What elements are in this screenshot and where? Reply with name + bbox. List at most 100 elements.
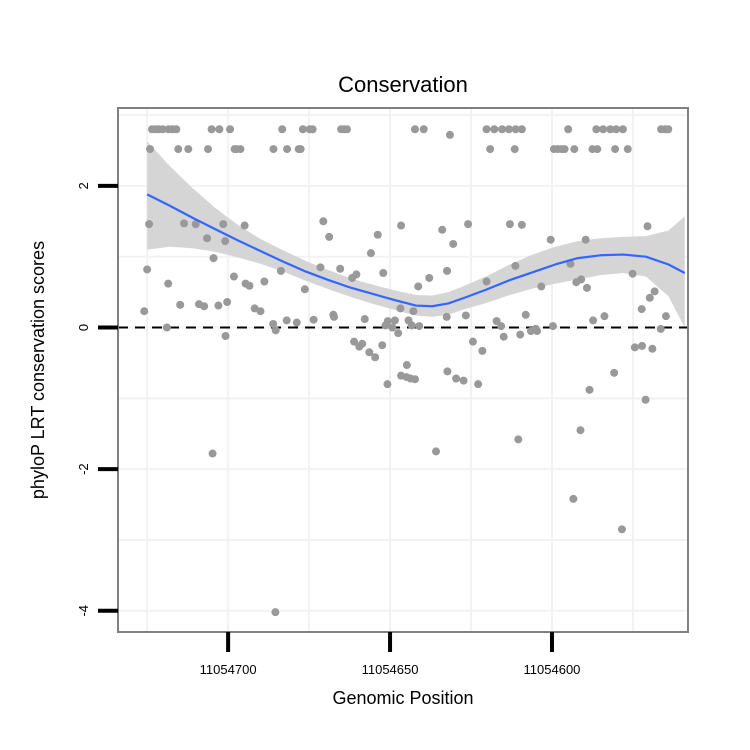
data-point — [184, 145, 193, 154]
data-point — [358, 339, 367, 348]
data-point — [396, 304, 405, 313]
data-point — [371, 353, 380, 362]
data-point — [569, 494, 578, 503]
data-point — [240, 221, 249, 230]
data-point — [282, 316, 291, 325]
data-point — [221, 332, 230, 341]
data-point — [300, 285, 309, 294]
data-point — [378, 341, 387, 350]
y-tick-label: -4 — [76, 605, 91, 617]
data-point — [490, 125, 499, 134]
data-point — [271, 608, 280, 617]
data-point — [360, 315, 369, 324]
data-point — [271, 326, 280, 335]
data-point — [329, 310, 338, 319]
data-point — [628, 269, 637, 278]
data-point — [226, 125, 235, 134]
data-point — [236, 145, 245, 154]
data-point — [390, 316, 399, 325]
data-point — [468, 337, 477, 346]
data-point — [438, 225, 447, 234]
confidence-ribbon — [147, 141, 685, 328]
data-point — [269, 319, 278, 328]
data-point — [445, 130, 454, 139]
data-point — [191, 220, 200, 229]
data-point — [612, 125, 621, 134]
data-point — [410, 375, 419, 384]
data-point — [402, 361, 411, 370]
data-point — [292, 318, 301, 327]
data-point — [209, 254, 218, 263]
data-point — [432, 447, 441, 456]
data-point — [474, 380, 483, 389]
data-point — [497, 322, 506, 331]
data-point — [221, 237, 230, 246]
data-point — [442, 312, 451, 321]
smooth-line-layer — [146, 193, 686, 308]
data-point — [610, 368, 619, 377]
data-point — [407, 321, 416, 330]
data-point — [164, 279, 173, 288]
data-point — [373, 230, 382, 239]
data-point — [143, 265, 152, 274]
data-point — [599, 125, 608, 134]
data-point — [145, 220, 154, 229]
data-point — [443, 266, 452, 275]
y-axis-ticks: 2 0 -2 -4 — [76, 182, 118, 617]
data-point — [459, 376, 468, 385]
data-point — [388, 323, 397, 332]
data-point — [650, 287, 659, 296]
data-point — [600, 312, 609, 321]
data-point — [158, 125, 167, 134]
data-point — [172, 125, 181, 134]
data-point — [229, 272, 238, 281]
data-point — [269, 145, 278, 154]
data-point — [641, 395, 650, 404]
y-tick-label: 2 — [76, 182, 91, 189]
data-point — [560, 145, 569, 154]
data-point — [207, 125, 216, 134]
data-point — [498, 125, 507, 134]
data-point — [366, 249, 375, 258]
chart-title: Conservation — [338, 72, 468, 97]
data-point — [664, 125, 673, 134]
data-point — [443, 367, 452, 376]
data-point — [570, 145, 579, 154]
data-point — [283, 145, 292, 154]
data-point — [309, 315, 318, 324]
data-point — [537, 282, 546, 291]
data-point — [256, 307, 265, 316]
data-point — [204, 145, 213, 154]
data-point — [174, 145, 183, 154]
data-point — [296, 145, 305, 154]
data-point — [214, 301, 223, 310]
data-point — [415, 322, 424, 331]
data-point — [548, 322, 557, 331]
data-point — [582, 283, 591, 292]
data-point — [350, 337, 359, 346]
data-point — [581, 235, 590, 244]
x-axis-label: Genomic Position — [332, 688, 473, 708]
confidence-ribbon-layer — [147, 141, 685, 328]
data-point — [645, 293, 654, 302]
x-tick-label: 11054600 — [524, 662, 581, 677]
x-axis-ticks: 11054700 11054650 11054600 — [200, 632, 581, 677]
data-point — [630, 343, 639, 352]
data-point — [546, 235, 555, 244]
data-point — [618, 125, 627, 134]
data-point — [336, 264, 345, 273]
data-point — [656, 324, 665, 333]
data-point — [223, 298, 232, 307]
data-point — [478, 346, 487, 355]
data-point — [203, 234, 212, 243]
data-point — [585, 385, 594, 394]
data-point — [276, 266, 285, 275]
data-points — [140, 125, 673, 617]
data-point — [461, 311, 470, 320]
data-point — [162, 323, 171, 332]
data-point — [449, 239, 458, 248]
plot-border — [117, 107, 689, 633]
data-point — [409, 307, 418, 316]
data-point — [410, 125, 419, 134]
